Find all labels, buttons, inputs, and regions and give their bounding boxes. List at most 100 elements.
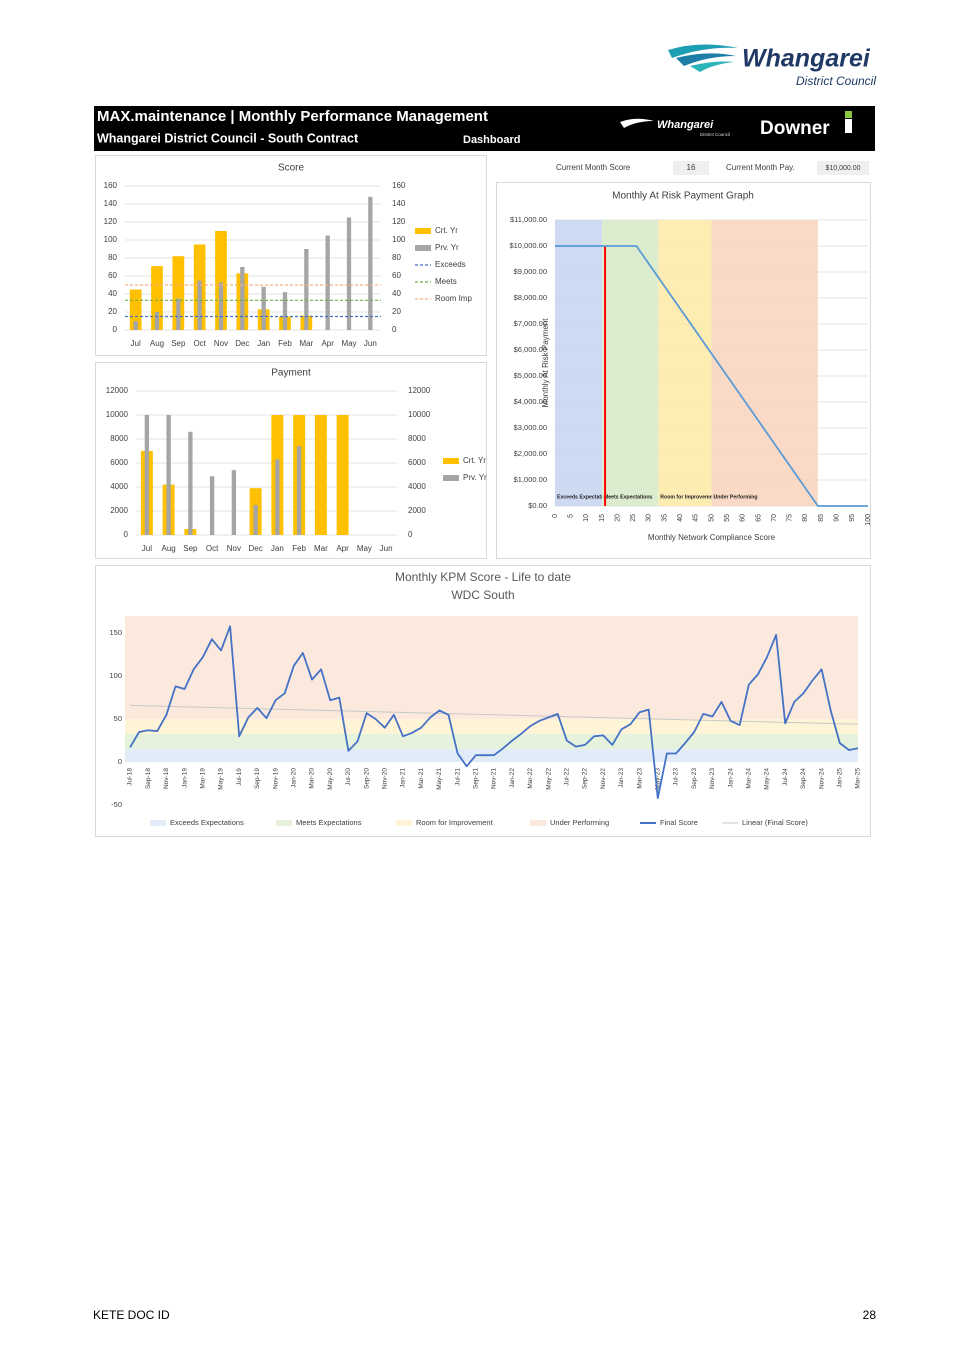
x-tick-label: 75	[787, 514, 794, 522]
bar	[215, 231, 227, 330]
legend-label: Room Imp	[435, 294, 472, 303]
info-value: $10,000.00	[825, 165, 860, 172]
y-tick-label: 8000	[110, 434, 128, 443]
x-tick-label: Mar-19	[200, 768, 207, 789]
bar	[275, 459, 280, 535]
x-tick-label: Sep	[171, 339, 186, 348]
y2-tick-label: 12000	[408, 386, 431, 395]
bar	[253, 505, 258, 535]
x-tick-label: Nov-18	[163, 768, 170, 789]
band	[125, 616, 858, 720]
bar	[188, 431, 193, 535]
x-tick-label: May-19	[218, 768, 225, 790]
x-tick-label: Jul-22	[564, 768, 571, 786]
x-tick-label: Sep-23	[691, 768, 698, 789]
bar	[151, 266, 163, 330]
banner-tab: Dashboard	[463, 134, 520, 146]
bar	[166, 415, 171, 535]
x-tick-label: Sep-20	[363, 768, 370, 789]
x-tick-label: 60	[740, 514, 747, 522]
y-tick-label: $10,000.00	[509, 241, 547, 250]
y-tick-label: $3,000.00	[514, 423, 547, 432]
x-tick-label: 20	[614, 514, 621, 522]
y-tick-label: 60	[108, 271, 117, 280]
x-tick-label: 85	[818, 514, 825, 522]
y-tick-label: 0	[118, 757, 122, 766]
bar	[209, 476, 215, 535]
x-tick-label: Jan-21	[400, 768, 407, 788]
chart-subtitle: WDC South	[451, 588, 514, 602]
bar	[240, 267, 245, 330]
y-tick-label: $7,000.00	[514, 319, 547, 328]
x-tick-label: 35	[661, 514, 668, 522]
band-label: Exceeds Expectations	[557, 494, 612, 500]
band	[711, 220, 818, 506]
legend-swatch	[415, 245, 431, 251]
y2-tick-label: 6000	[408, 458, 426, 467]
banner-subtitle: Whangarei District Council - South Contr…	[97, 131, 359, 145]
y-tick-label: $4,000.00	[514, 397, 547, 406]
y-tick-label: 0	[124, 530, 129, 539]
legend-label: Prv. Yr	[463, 473, 487, 482]
x-tick-label: 50	[708, 514, 715, 522]
band	[658, 220, 712, 506]
y-tick-label: $2,000.00	[514, 449, 547, 458]
bar	[218, 282, 224, 330]
y2-tick-label: 10000	[408, 410, 431, 419]
x-tick-label: Sep-22	[582, 768, 589, 789]
x-tick-label: Jan	[271, 544, 284, 553]
y-tick-label: 150	[109, 628, 122, 637]
banner-logo-sub: District Council	[700, 132, 730, 137]
y2-tick-label: 2000	[408, 506, 426, 515]
y-tick-label: $6,000.00	[514, 345, 547, 354]
band	[601, 220, 659, 506]
y-tick-label: 10000	[106, 410, 129, 419]
y2-tick-label: 0	[392, 325, 397, 334]
bar	[304, 249, 309, 330]
x-tick-label: 55	[724, 514, 731, 522]
x-tick-label: Apr	[321, 339, 334, 348]
x-tick-label: Feb	[292, 544, 306, 553]
info-value: 16	[687, 163, 696, 172]
banner-bg	[94, 106, 875, 151]
x-tick-label: Jan-20	[291, 768, 298, 788]
y-tick-label: 140	[104, 199, 118, 208]
info-label: Current Month Pay.	[726, 163, 795, 172]
bar	[197, 280, 202, 330]
y-tick-label: 120	[104, 217, 118, 226]
y-tick-label: 20	[108, 307, 117, 316]
y2-tick-label: 60	[392, 271, 401, 280]
legend-swatch	[415, 228, 431, 234]
chart-title: Monthly KPM Score - Life to date	[395, 570, 571, 584]
y-tick-label: 160	[104, 181, 118, 190]
legend-label: Final Score	[660, 818, 698, 827]
x-tick-label: Nov	[214, 339, 228, 348]
x-tick-label: 0	[552, 514, 559, 518]
chart-title: Monthly At Risk Payment Graph	[612, 191, 754, 202]
band-label: Room for Improvement	[660, 494, 717, 500]
y2-tick-label: 160	[392, 181, 406, 190]
y-tick-label: 50	[114, 714, 122, 723]
x-tick-label: May	[357, 544, 372, 553]
footer-doc-id: KETE DOC ID	[93, 1308, 170, 1322]
x-tick-label: Sep	[183, 544, 198, 553]
legend-label: Linear (Final Score)	[742, 818, 808, 827]
x-tick-label: Apr	[336, 544, 349, 553]
trend-line	[129, 704, 859, 725]
x-tick-label: Aug	[150, 339, 164, 348]
x-tick-label: 80	[802, 514, 809, 522]
info-box	[817, 161, 869, 175]
x-tick-label: Feb	[278, 339, 292, 348]
x-tick-label: May-20	[327, 768, 334, 790]
x-tick-label: 10	[583, 514, 590, 522]
x-tick-label: Mar-24	[746, 768, 753, 789]
x-tick-label: Aug	[162, 544, 176, 553]
x-tick-label: Sep-21	[473, 768, 480, 789]
x-tick-label: Nov-19	[272, 768, 279, 789]
x-tick-label: 100	[865, 514, 872, 526]
x-tick-label: Jun	[380, 544, 393, 553]
x-tick-label: 40	[677, 514, 684, 522]
y2-tick-label: 140	[392, 199, 406, 208]
y2-tick-label: 0	[408, 530, 413, 539]
